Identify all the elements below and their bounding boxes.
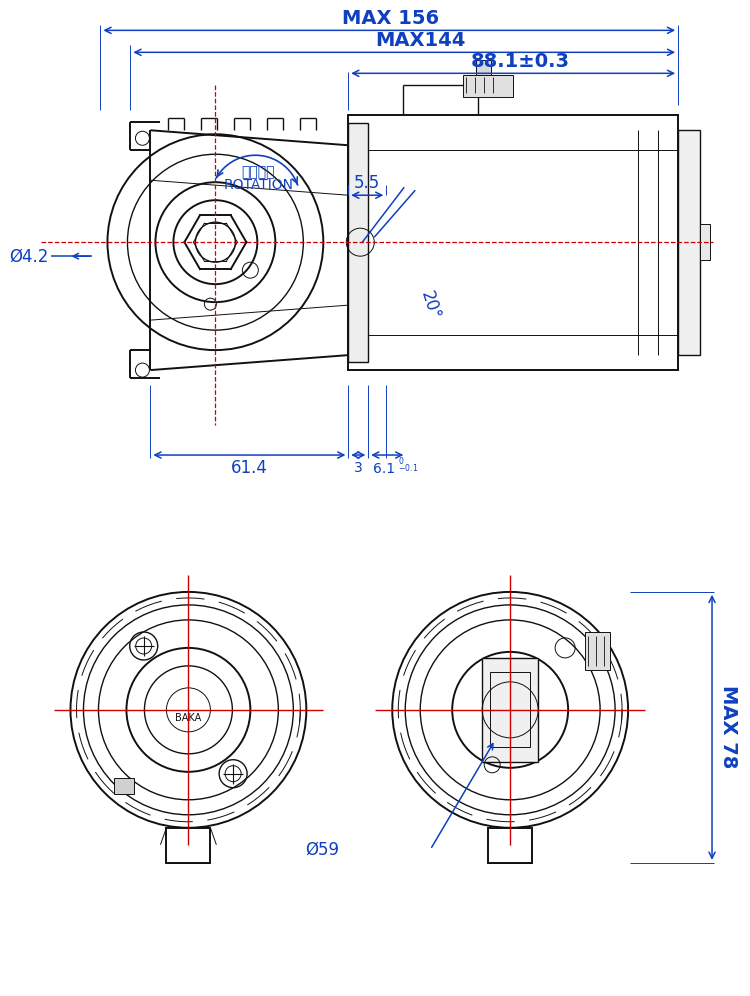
Text: Ø4.2: Ø4.2: [9, 247, 49, 265]
Bar: [348, 116, 678, 371]
Text: BAKA: BAKA: [176, 713, 202, 723]
Text: 6.1: 6.1: [374, 462, 395, 476]
Bar: [166, 828, 211, 863]
Bar: [585, 631, 610, 670]
Text: Ø59: Ø59: [305, 841, 339, 859]
Text: 3: 3: [354, 461, 363, 475]
Bar: [464, 76, 513, 98]
Text: 旋转方向: 旋转方向: [242, 165, 275, 179]
Text: 88.1±0.3: 88.1±0.3: [471, 52, 570, 71]
Text: MAX 156: MAX 156: [342, 9, 439, 28]
Bar: [488, 828, 532, 863]
Bar: [482, 658, 538, 762]
Text: $^0_{-0.1}$: $^0_{-0.1}$: [398, 455, 418, 475]
Bar: [476, 61, 491, 76]
Text: 61.4: 61.4: [231, 459, 268, 477]
Bar: [490, 672, 530, 747]
Text: ROTATION: ROTATION: [224, 178, 293, 192]
Text: MAX144: MAX144: [375, 31, 466, 50]
Circle shape: [392, 592, 628, 828]
Bar: [678, 130, 700, 356]
Text: MAX 78: MAX 78: [718, 685, 737, 769]
Circle shape: [70, 592, 306, 828]
Bar: [700, 224, 710, 260]
Text: 20°: 20°: [417, 288, 443, 322]
Text: 5.5: 5.5: [354, 174, 380, 192]
Bar: [114, 779, 134, 795]
Bar: [348, 124, 368, 363]
